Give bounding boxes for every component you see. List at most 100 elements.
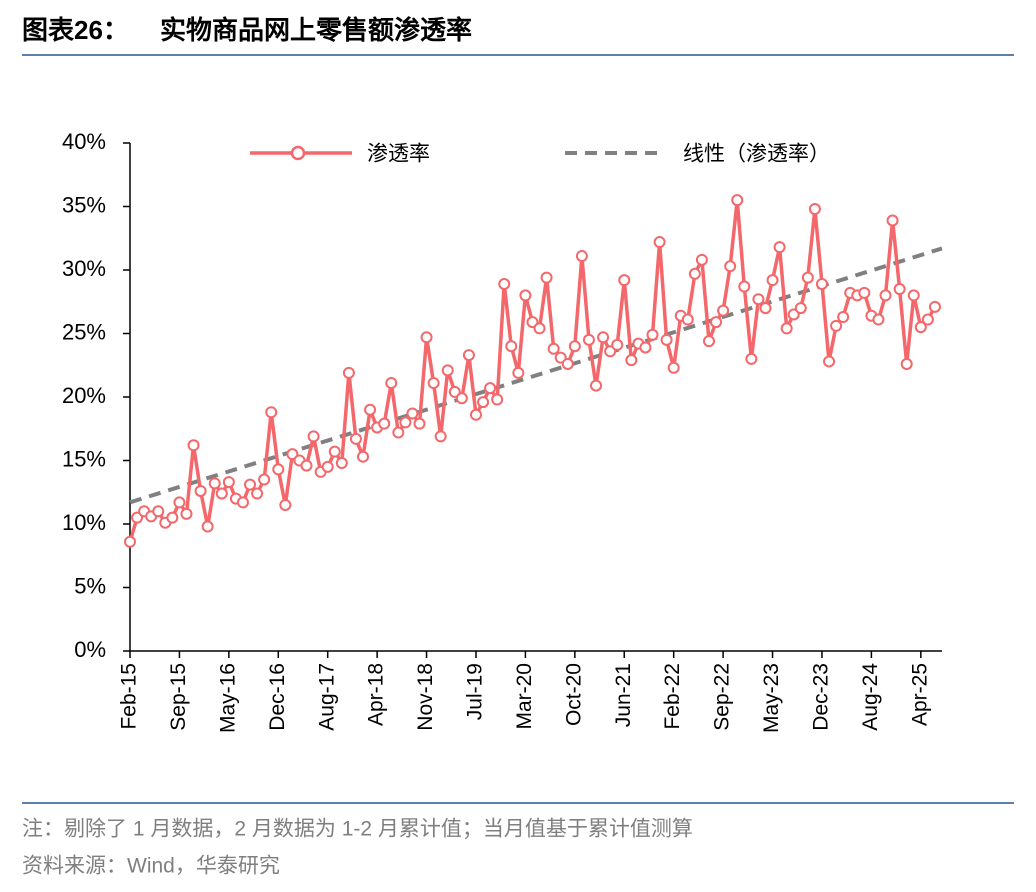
point <box>568 340 581 353</box>
point <box>773 241 786 254</box>
point <box>208 477 221 490</box>
point <box>597 331 610 344</box>
point <box>222 476 235 489</box>
point <box>512 366 525 379</box>
x-tick-label: Feb-22 <box>661 663 684 730</box>
point <box>928 300 941 313</box>
point <box>582 333 595 346</box>
point <box>653 236 666 249</box>
chart-title: 实物商品网上零售额渗透率 <box>160 15 472 45</box>
point <box>441 364 454 377</box>
x-tick-label: Jul-19 <box>464 663 487 720</box>
point <box>307 430 320 443</box>
point <box>886 214 899 227</box>
point <box>745 352 758 365</box>
point <box>349 432 362 445</box>
point <box>378 417 391 430</box>
point <box>427 377 440 390</box>
point <box>484 382 497 395</box>
x-tick-label: Aug-24 <box>859 663 882 731</box>
x-tick-label: Jun-21 <box>612 663 635 727</box>
point <box>717 304 730 317</box>
point <box>498 277 511 290</box>
point <box>328 445 341 458</box>
point <box>618 274 631 287</box>
point <box>265 406 278 419</box>
point <box>469 408 482 421</box>
point <box>914 321 927 334</box>
point <box>455 392 468 405</box>
x-tick-label: May-16 <box>216 663 239 733</box>
point <box>272 463 285 476</box>
point <box>710 316 723 329</box>
point <box>625 354 638 367</box>
point <box>611 338 624 351</box>
y-tick-label: 35% <box>62 192 106 217</box>
y-tick-label: 30% <box>62 256 106 281</box>
point <box>688 267 701 280</box>
point <box>759 302 772 315</box>
point <box>124 535 136 548</box>
point <box>681 313 694 326</box>
x-tick-label: Oct-20 <box>562 663 585 726</box>
point <box>695 253 708 266</box>
point <box>780 322 793 335</box>
x-tick-label: Apr-18 <box>365 663 388 726</box>
y-tick-label: 15% <box>62 446 106 471</box>
point <box>702 335 715 348</box>
point <box>872 313 885 326</box>
point <box>385 377 398 390</box>
point <box>342 366 355 379</box>
point <box>639 341 652 354</box>
point <box>837 310 850 323</box>
point <box>406 407 419 420</box>
x-tick-label: Sep-15 <box>167 663 190 731</box>
x-tick-label: Nov-18 <box>414 663 437 731</box>
point <box>413 417 426 430</box>
point <box>815 277 828 290</box>
y-tick-label: 20% <box>62 383 106 408</box>
point <box>724 260 737 273</box>
point <box>180 507 193 520</box>
point <box>321 460 334 473</box>
y-tick-label: 25% <box>62 319 106 344</box>
y-tick-label: 5% <box>74 573 106 598</box>
point <box>173 496 186 509</box>
point <box>300 459 313 472</box>
legend-label: 渗透率 <box>367 143 430 166</box>
point <box>505 340 518 353</box>
point <box>166 511 179 524</box>
point <box>477 396 490 409</box>
point <box>738 280 751 293</box>
point <box>766 274 779 287</box>
x-tick-label: Mar-20 <box>513 663 536 730</box>
point <box>187 439 200 452</box>
x-tick-label: Aug-17 <box>315 663 338 731</box>
point <box>646 328 659 341</box>
point <box>335 457 348 470</box>
x-tick-label: Sep-22 <box>711 663 734 731</box>
x-tick-label: Dec-16 <box>266 663 289 731</box>
point <box>823 355 836 368</box>
point <box>519 289 532 302</box>
point <box>879 289 892 302</box>
point <box>830 319 843 332</box>
point <box>462 349 475 362</box>
point <box>244 478 257 491</box>
x-tick-label: Apr-25 <box>908 663 931 726</box>
note: 注：剔除了 1 月数据，2 月数据为 1-2 月累计值；当月值基于累计值测算 <box>22 818 693 841</box>
y-tick-label: 10% <box>62 510 106 535</box>
point <box>752 293 765 306</box>
point <box>858 286 871 299</box>
point <box>364 403 377 416</box>
point <box>279 498 292 511</box>
x-tick-label: Dec-23 <box>810 663 833 731</box>
point <box>392 426 405 439</box>
point <box>540 271 553 284</box>
point <box>201 520 214 533</box>
point <box>731 194 744 207</box>
title-prefix: 图表26： <box>22 15 129 45</box>
point <box>893 283 906 296</box>
y-tick-label: 40% <box>62 129 106 154</box>
